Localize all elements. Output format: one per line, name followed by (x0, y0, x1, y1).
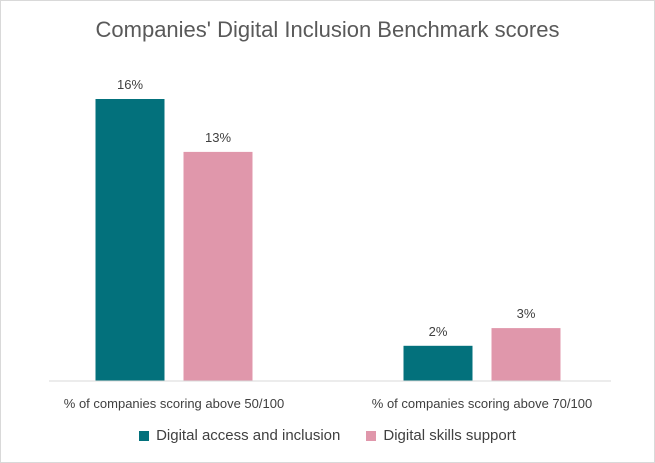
x-tick-label-1: % of companies scoring above 70/100 (372, 396, 592, 411)
legend-swatch-digital-skills (366, 430, 377, 441)
labels-layer: 16% 2% 13% 3% % of companies scoring above 5… (64, 77, 592, 411)
legend-swatch-digital-access (139, 430, 150, 441)
legend: Digital access and inclusion Digital ski… (1, 427, 654, 444)
bar-series-0-cat-1 (403, 345, 473, 382)
bar-series-1-cat-1 (491, 328, 561, 381)
data-label-series-0-cat-0: 16% (117, 77, 143, 92)
legend-item-digital-access: Digital access and inclusion (139, 427, 340, 444)
data-label-series-1-cat-0: 13% (205, 130, 231, 145)
legend-label-digital-skills: Digital skills support (383, 427, 516, 444)
legend-label-digital-access: Digital access and inclusion (156, 427, 341, 444)
bar-series-0-cat-0 (95, 99, 165, 381)
legend-item-digital-skills: Digital skills support (366, 427, 516, 444)
chart-title: Companies' Digital Inclusion Benchmark s… (95, 17, 560, 42)
bars-layer (95, 99, 561, 382)
bar-series-1-cat-0 (183, 151, 253, 381)
data-label-series-1-cat-1: 3% (517, 306, 536, 321)
x-tick-label-0: % of companies scoring above 50/100 (64, 396, 284, 411)
data-label-series-0-cat-1: 2% (429, 324, 448, 339)
